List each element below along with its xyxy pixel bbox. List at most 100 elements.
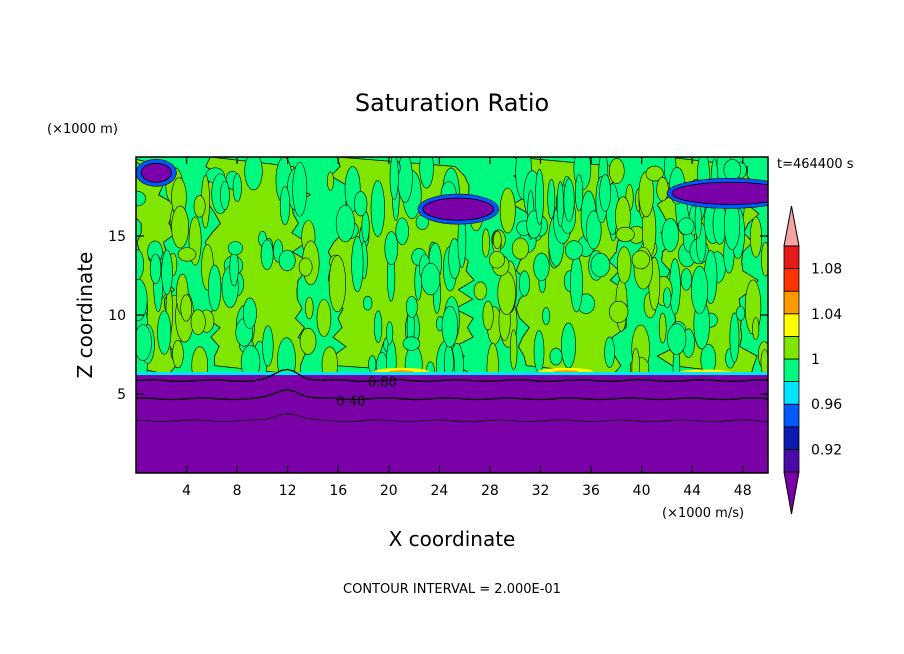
field-cell <box>292 161 308 217</box>
field-cell <box>658 312 667 344</box>
colorbar-label: 0.96 <box>811 397 842 413</box>
field-cell <box>556 181 564 227</box>
field-cell <box>351 236 364 293</box>
dry-patch <box>422 197 495 221</box>
x-axis-ticks: 4 8 12 16 20 24 28 32 36 40 44 48 <box>182 157 752 499</box>
field-cell <box>421 262 441 296</box>
colorbar-bin <box>783 358 800 383</box>
field-cell <box>232 173 242 202</box>
contour-label: 0.40 <box>336 394 365 409</box>
field-cell <box>190 309 206 335</box>
field-cell <box>499 187 516 234</box>
field-cell <box>473 281 487 301</box>
field-cell <box>729 312 740 363</box>
x-tick-label: 48 <box>734 483 752 499</box>
field-cell <box>244 157 263 191</box>
field-cell <box>645 165 664 182</box>
field-cell <box>335 204 355 243</box>
colorbar-high-arrow <box>783 205 800 247</box>
field-cell <box>136 191 147 207</box>
field-cell <box>678 217 695 236</box>
field-cell <box>680 268 692 291</box>
colorbar-bin <box>783 245 800 270</box>
field-cell <box>227 241 243 256</box>
field-cell <box>242 297 257 329</box>
colorbar-bin <box>783 403 800 428</box>
field-cell <box>662 287 672 309</box>
x-tick-label: 44 <box>683 483 701 499</box>
field-cell <box>220 180 230 210</box>
dry-layer <box>136 375 768 473</box>
field-cell <box>608 300 629 323</box>
field-cell <box>511 237 529 260</box>
field-cell <box>585 210 602 250</box>
field-cell <box>193 195 206 218</box>
y-unit-label: (×1000 m) <box>47 122 118 137</box>
field-cell <box>278 249 296 272</box>
field-cell <box>574 174 584 212</box>
colorbar-label: 0.92 <box>811 442 842 458</box>
field-cell <box>694 202 702 239</box>
transition-band <box>136 372 768 376</box>
field-cell <box>590 252 611 278</box>
field-cell <box>542 307 551 325</box>
dry-patch <box>671 181 768 205</box>
field-cell <box>161 249 173 295</box>
field-cell <box>373 310 383 343</box>
field-cell <box>518 270 530 297</box>
field-cell <box>370 180 385 237</box>
field-cell <box>136 249 144 280</box>
field-cell <box>180 294 193 322</box>
field-cell <box>171 205 189 249</box>
contour-line <box>136 413 768 423</box>
field-cell <box>761 241 768 277</box>
field-cell <box>509 329 518 370</box>
field-cell <box>661 218 679 252</box>
field-cell <box>599 174 611 212</box>
y-tick-label: 15 <box>108 229 126 245</box>
field-cell <box>172 339 184 369</box>
y-tick-label: 5 <box>117 387 126 403</box>
field-cell <box>149 253 162 284</box>
field-cell <box>497 271 516 315</box>
colorbar: 0.92 0.96 1 1.04 1.08 <box>783 205 842 515</box>
colorbar-bin <box>783 448 800 473</box>
field-cell <box>616 246 632 284</box>
field-cell <box>397 157 413 203</box>
field-cell <box>441 305 459 348</box>
field-cell <box>493 230 502 250</box>
field-cell <box>535 168 544 225</box>
field-cell <box>136 324 152 362</box>
field-cell <box>402 336 421 351</box>
field-cell <box>561 322 576 369</box>
colorbar-label: 1.04 <box>811 307 842 323</box>
field-cell <box>533 252 550 281</box>
x-unit-label: (×1000 m/s) <box>662 506 744 521</box>
x-tick-label: 32 <box>532 483 550 499</box>
x-tick-label: 16 <box>329 483 347 499</box>
x-axis-title: X coordinate <box>389 527 516 551</box>
field-cell <box>547 178 556 220</box>
field-cell <box>389 157 399 201</box>
field-cell <box>691 265 709 315</box>
field-cell <box>608 158 625 184</box>
y-axis-title: Z coordinate <box>73 252 97 379</box>
chart-title: Saturation Ratio <box>355 89 549 117</box>
field-cell <box>305 296 314 320</box>
field-cell <box>656 176 669 202</box>
field-cell <box>353 191 368 217</box>
field-cell <box>489 251 505 269</box>
field-cell <box>631 250 650 270</box>
colorbar-label: 1.08 <box>811 262 842 278</box>
x-tick-label: 8 <box>233 483 242 499</box>
field-cell <box>260 239 274 270</box>
dry-patch <box>140 162 172 183</box>
field-cell <box>299 327 317 355</box>
field-cell <box>229 249 239 287</box>
x-tick-label: 20 <box>380 483 398 499</box>
field-cell <box>604 336 615 368</box>
x-tick-label: 12 <box>279 483 297 499</box>
field-cell <box>326 171 334 191</box>
field-cell <box>298 257 313 277</box>
colorbar-bin <box>783 268 800 292</box>
